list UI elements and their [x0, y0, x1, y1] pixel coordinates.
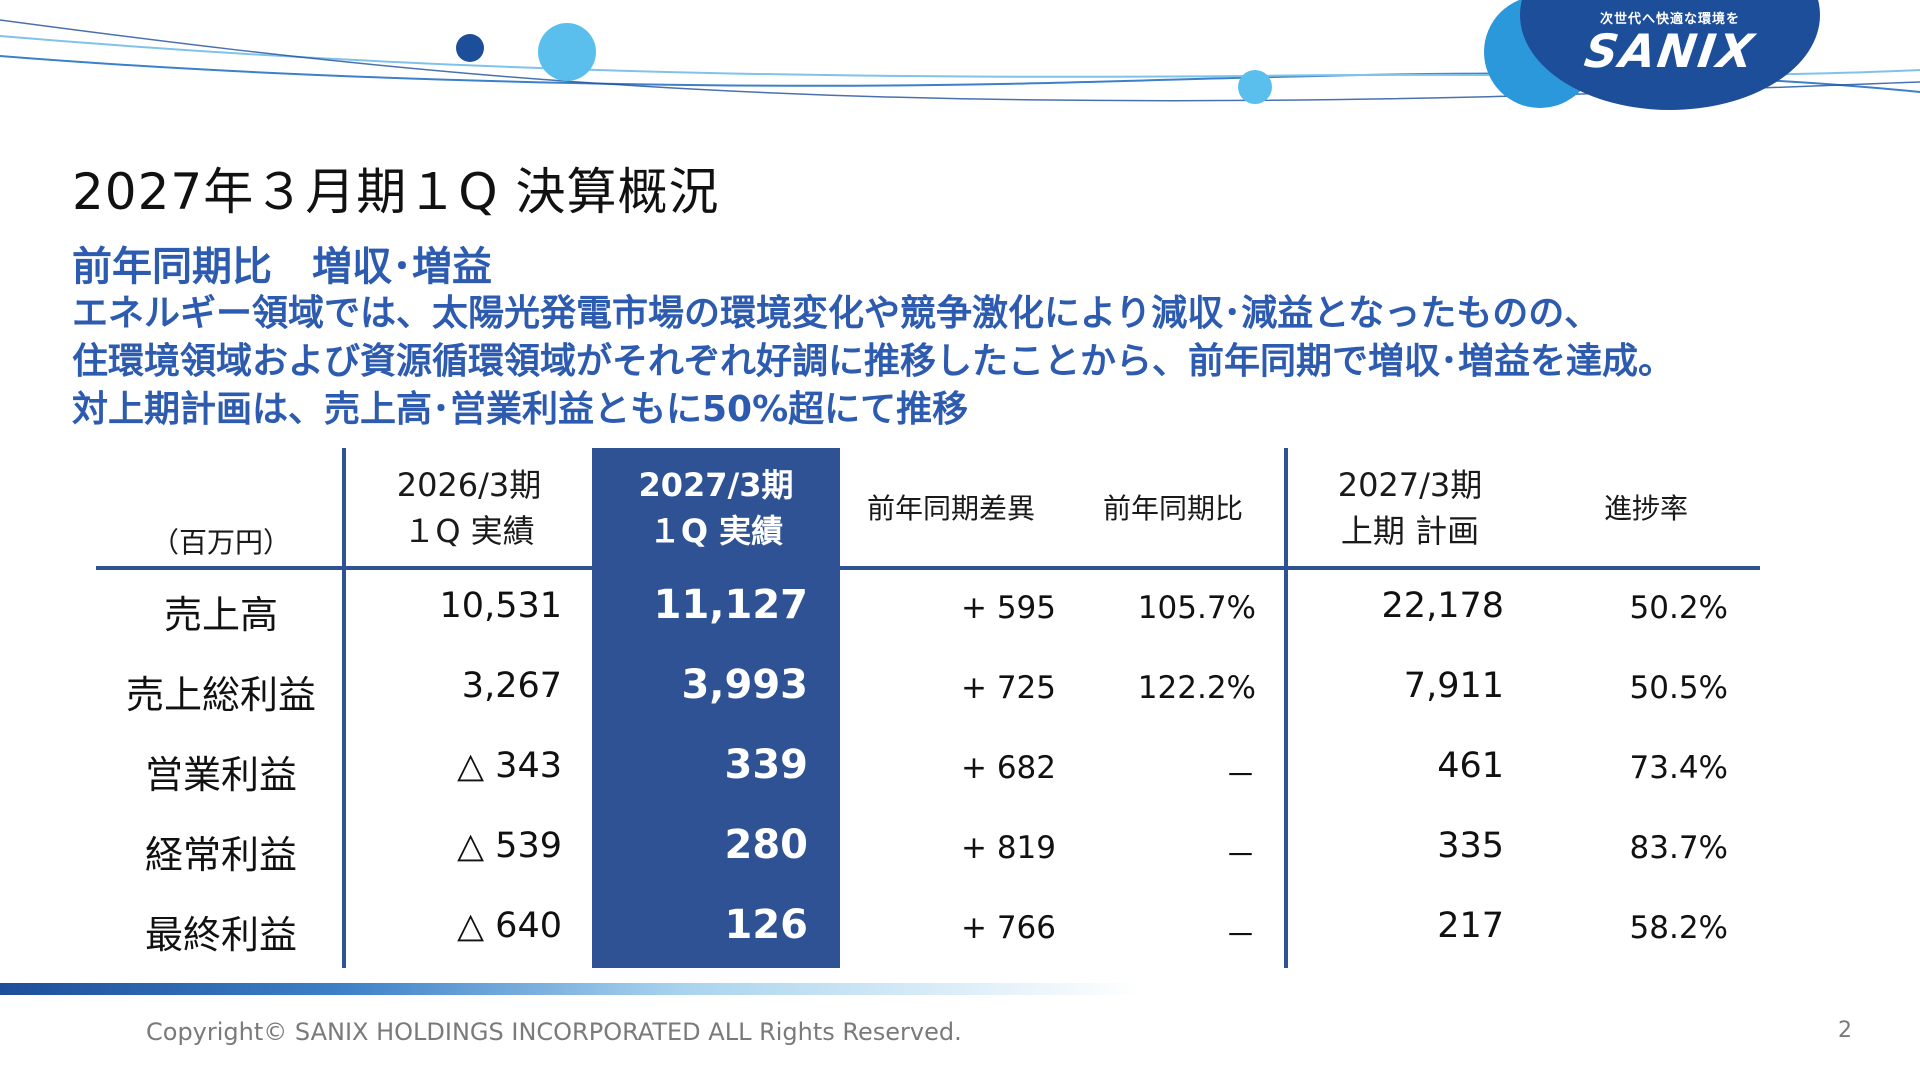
cell-progress-net-profit: 58.2% [1629, 910, 1728, 946]
summary-line-1: エネルギー領域では、太陽光発電市場の環境変化や競争激化により減収･減益となったも… [72, 293, 1601, 334]
cell-diff-net-profit: + 766 [961, 910, 1056, 946]
cell-plan-sales: 22,178 [1381, 586, 1504, 626]
cell-progress-operating-profit: 73.4% [1629, 750, 1728, 786]
small-dark-circle [456, 34, 484, 62]
header-diff: 前年同期差異 [866, 492, 1035, 525]
cell-ratio-ordinary-profit: － [1225, 838, 1256, 874]
page-title: 2027年３月期１Q 決算概況 [72, 163, 720, 221]
unit-label: （百万円） [150, 526, 291, 559]
copyright: Copyright© SANIX HOLDINGS INCORPORATED A… [146, 1018, 962, 1046]
cell-diff-gross-profit: + 725 [961, 670, 1056, 706]
summary-text: エネルギー領域では、太陽光発電市場の環境変化や競争激化により減収･減益となったも… [72, 290, 1892, 434]
cell-prev-operating-profit: △ 343 [457, 746, 562, 786]
cell-curr-operating-profit: 339 [724, 742, 809, 788]
header-progress: 進捗率 [1603, 492, 1688, 525]
header-rule [96, 566, 1760, 570]
cell-curr-net-profit: 126 [724, 902, 809, 948]
cell-diff-ordinary-profit: + 819 [961, 830, 1056, 866]
cell-progress-gross-profit: 50.5% [1629, 670, 1728, 706]
row-label-gross-profit: 売上総利益 [125, 673, 316, 717]
footer-gradient-bar [0, 983, 1140, 995]
cell-diff-sales: + 595 [961, 590, 1056, 626]
cell-ratio-operating-profit: － [1225, 758, 1256, 794]
cell-prev-gross-profit: 3,267 [461, 666, 562, 706]
summary-line-3: 対上期計画は、売上高･営業利益ともに50%超にて推移 [72, 389, 969, 430]
row-label-sales: 売上高 [163, 593, 278, 637]
cell-curr-sales: 11,127 [653, 582, 808, 628]
large-light-circle [538, 23, 596, 81]
mid-light-circle [1238, 70, 1272, 104]
row-label-ordinary-profit: 経常利益 [144, 833, 297, 877]
cell-plan-gross-profit: 7,911 [1403, 666, 1504, 706]
column-divider-plan [1284, 448, 1288, 968]
headline: 前年同期比 増収･増益 [72, 244, 492, 290]
page-number: 2 [1838, 1018, 1852, 1043]
column-divider-label [342, 448, 346, 968]
header-curr-actual: 2027/3期 １Q 実績 [638, 466, 794, 550]
cell-plan-net-profit: 217 [1437, 906, 1504, 946]
cell-prev-ordinary-profit: △ 539 [457, 826, 562, 866]
row-label-operating-profit: 営業利益 [144, 753, 297, 797]
current-period-highlight [592, 448, 840, 968]
cell-plan-ordinary-profit: 335 [1437, 826, 1504, 866]
cell-curr-gross-profit: 3,993 [681, 662, 808, 708]
cell-progress-sales: 50.2% [1629, 590, 1728, 626]
header-prev-actual: 2026/3期 １Q 実績 [396, 466, 542, 550]
cell-diff-operating-profit: + 682 [961, 750, 1056, 786]
cell-ratio-gross-profit: 122.2% [1137, 670, 1256, 706]
row-label-net-profit: 最終利益 [144, 913, 297, 957]
cell-curr-ordinary-profit: 280 [724, 822, 809, 868]
sanix-logo: 次世代へ快適な環境を SANIX [1520, 0, 1820, 110]
cell-ratio-net-profit: － [1225, 918, 1256, 954]
cell-plan-operating-profit: 461 [1437, 746, 1504, 786]
summary-line-2: 住環境領域および資源循環領域がそれぞれ好調に推移したことから、前年同期で増収･増… [72, 341, 1675, 382]
cell-prev-net-profit: △ 640 [457, 906, 562, 946]
header-plan: 2027/3期 上期 計画 [1337, 466, 1483, 550]
cell-progress-ordinary-profit: 83.7% [1629, 830, 1728, 866]
cell-prev-sales: 10,531 [439, 586, 562, 626]
header-ratio: 前年同期比 [1102, 492, 1243, 525]
cell-ratio-sales: 105.7% [1137, 590, 1256, 626]
logo-tagline: 次世代へ快適な環境を [1599, 12, 1740, 27]
